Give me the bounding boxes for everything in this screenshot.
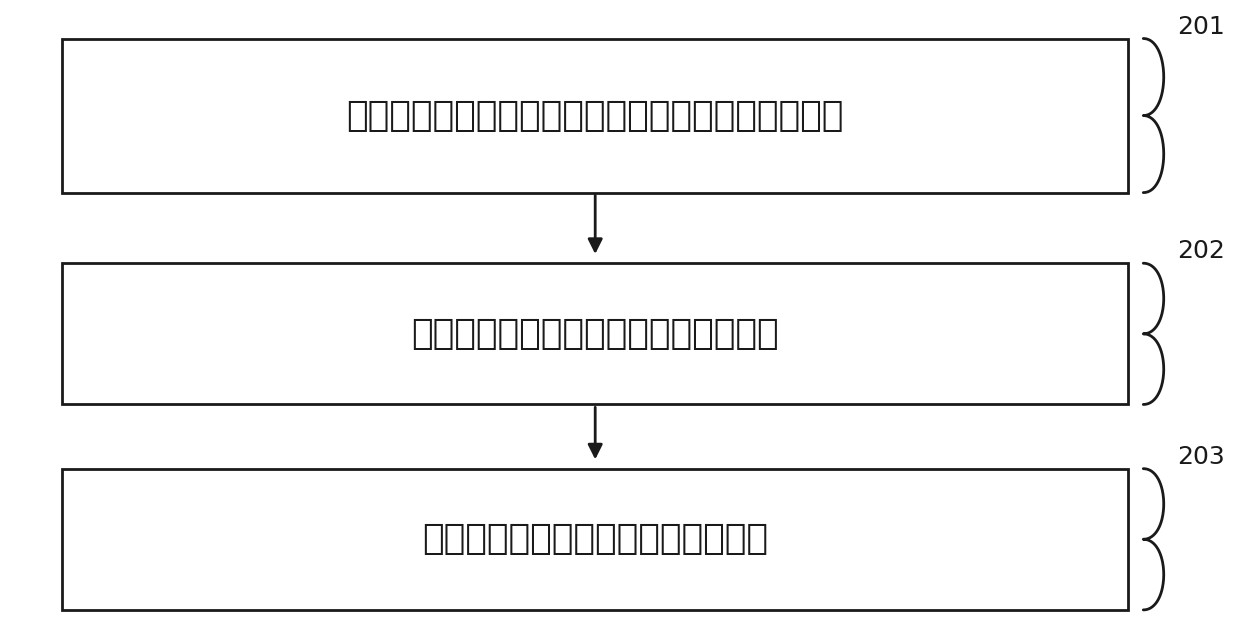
FancyBboxPatch shape (62, 469, 1128, 610)
Text: 201: 201 (1177, 15, 1225, 39)
Text: 录制待测试的智能终端播放的调频信号: 录制待测试的智能终端播放的调频信号 (412, 317, 779, 351)
Text: 通过预置的调频信号发射器发射预设频率的调频信号: 通过预置的调频信号发射器发射预设频率的调频信号 (346, 99, 844, 132)
Text: 分析录制的调频信号的频响和信噪比: 分析录制的调频信号的频响和信噪比 (422, 523, 769, 556)
FancyBboxPatch shape (62, 263, 1128, 404)
Text: 203: 203 (1177, 445, 1225, 469)
Text: 202: 202 (1177, 239, 1225, 263)
FancyBboxPatch shape (62, 39, 1128, 193)
